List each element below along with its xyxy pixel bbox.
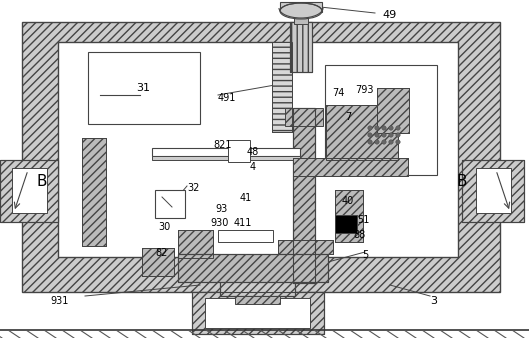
Bar — [192, 292, 324, 334]
Bar — [293, 108, 315, 283]
Bar — [272, 42, 292, 132]
Bar — [335, 190, 363, 242]
Bar — [335, 190, 363, 242]
Bar — [326, 105, 398, 160]
Text: 411: 411 — [234, 218, 252, 228]
Bar — [22, 22, 500, 292]
Circle shape — [375, 140, 379, 144]
Text: 793: 793 — [355, 85, 373, 95]
Bar — [88, 52, 200, 124]
Text: 931: 931 — [50, 296, 68, 306]
Text: 82: 82 — [155, 248, 167, 258]
Bar — [272, 42, 292, 132]
Bar — [462, 160, 524, 222]
Bar — [178, 254, 328, 282]
Bar — [278, 240, 333, 254]
Bar — [142, 248, 174, 276]
Text: 5: 5 — [362, 250, 368, 260]
Circle shape — [396, 140, 400, 144]
Bar — [178, 254, 328, 282]
Bar — [0, 160, 58, 222]
Bar — [218, 230, 273, 242]
Bar — [285, 108, 323, 126]
Circle shape — [382, 126, 386, 130]
Bar — [178, 230, 213, 258]
Bar — [205, 298, 310, 328]
Circle shape — [382, 140, 386, 144]
Circle shape — [396, 133, 400, 137]
Circle shape — [389, 140, 393, 144]
Circle shape — [368, 133, 372, 137]
Bar — [228, 140, 250, 162]
Bar — [152, 156, 300, 160]
Bar — [294, 8, 308, 24]
Bar — [290, 22, 312, 72]
Bar — [142, 248, 174, 276]
Bar — [290, 22, 312, 72]
Text: 41: 41 — [240, 193, 252, 203]
Circle shape — [382, 133, 386, 137]
Bar — [192, 292, 324, 334]
Text: 48: 48 — [247, 147, 259, 157]
Text: 51: 51 — [357, 215, 369, 225]
Text: B: B — [457, 174, 467, 190]
Text: 491: 491 — [218, 93, 236, 103]
Text: 93: 93 — [215, 204, 227, 214]
Bar — [178, 230, 213, 258]
Circle shape — [389, 133, 393, 137]
Bar — [325, 65, 437, 175]
Text: 74: 74 — [332, 88, 344, 98]
Text: 40: 40 — [342, 196, 354, 206]
Bar — [155, 190, 185, 218]
Circle shape — [368, 140, 372, 144]
Bar — [293, 108, 315, 283]
Bar — [462, 160, 524, 222]
Bar — [377, 88, 409, 133]
Circle shape — [375, 126, 379, 130]
Ellipse shape — [280, 3, 322, 19]
Bar — [0, 160, 58, 222]
Bar — [220, 280, 295, 296]
Bar — [293, 158, 408, 176]
Text: B: B — [37, 174, 47, 190]
Bar — [278, 240, 333, 254]
Circle shape — [396, 126, 400, 130]
Bar — [152, 148, 300, 156]
Text: 32: 32 — [187, 183, 199, 193]
Bar — [293, 158, 408, 176]
Text: 3: 3 — [430, 296, 437, 306]
Bar — [82, 138, 106, 246]
Bar — [335, 215, 357, 233]
Text: 30: 30 — [158, 222, 170, 232]
Circle shape — [375, 133, 379, 137]
Bar — [58, 42, 458, 257]
Text: 930: 930 — [210, 218, 229, 228]
Bar — [476, 168, 511, 213]
Bar — [326, 105, 398, 160]
Bar — [12, 168, 47, 213]
Text: 88: 88 — [353, 230, 365, 240]
Circle shape — [368, 126, 372, 130]
Bar — [280, 2, 322, 12]
Bar — [377, 88, 409, 133]
Text: 821: 821 — [213, 140, 232, 150]
Bar — [82, 138, 106, 246]
Text: 49: 49 — [382, 10, 396, 20]
Circle shape — [389, 126, 393, 130]
Bar — [220, 280, 295, 296]
Text: 31: 31 — [136, 83, 150, 93]
Text: 4: 4 — [250, 162, 256, 172]
Bar — [235, 296, 280, 304]
Text: 7: 7 — [345, 112, 351, 122]
